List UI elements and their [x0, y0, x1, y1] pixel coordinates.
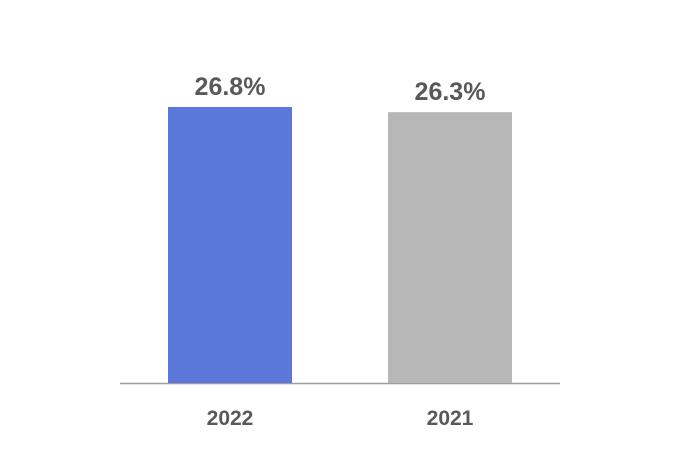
- data-label-2022: 26.8%: [195, 73, 266, 101]
- bar-2021: [388, 112, 512, 383]
- x-tick-label-2021: 2021: [427, 407, 474, 430]
- data-label-2021: 26.3%: [415, 78, 486, 106]
- bar-2022: [168, 107, 292, 383]
- x-tick-label-2022: 2022: [207, 407, 254, 430]
